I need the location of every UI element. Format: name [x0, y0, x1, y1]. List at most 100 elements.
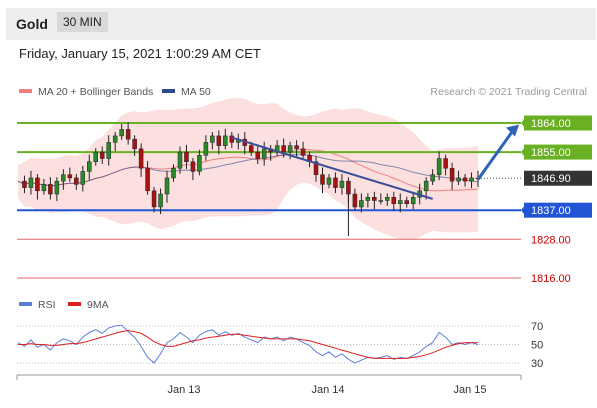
candle-body: [197, 155, 202, 172]
price-panel: 1864.00 1855.00 1846.90 1837.00 1828.00 1816.…: [17, 97, 592, 285]
x-tick-jan15: Jan 15: [453, 384, 486, 396]
chart-datetime: Friday, January 15, 2021 1:00:29 AM CET: [19, 46, 261, 61]
candle-body: [158, 193, 163, 208]
candle-body: [313, 161, 319, 175]
candle-body: [203, 142, 209, 156]
candle-body: [125, 129, 131, 140]
x-tick-jan13: Jan 13: [167, 384, 200, 396]
candle-body: [119, 129, 124, 137]
candle-body: [28, 177, 34, 188]
candle-body: [449, 167, 455, 182]
candle-body: [300, 148, 306, 156]
candle-body: [372, 197, 377, 201]
candle-body: [106, 142, 111, 159]
level-tag-last: [524, 170, 592, 186]
candle-body: [294, 145, 299, 150]
rsi-panel: 70 50 30: [17, 321, 543, 370]
candle-body: [423, 180, 429, 192]
candle-body: [248, 145, 254, 153]
rsi-ma-line: [18, 330, 478, 359]
candle-body: [261, 148, 267, 159]
legend-label-ma20: MA 20 + Bollinger Bands: [38, 86, 153, 98]
legend-swatch-9ma: [68, 302, 81, 306]
ma50-line: [17, 153, 479, 187]
legend-swatch-rsi: [19, 302, 32, 306]
candle-body: [112, 135, 118, 143]
candle-body: [138, 148, 144, 169]
level-tag-1837-00: [524, 202, 592, 218]
candle-body: [61, 174, 66, 182]
candle-body: [164, 177, 170, 195]
candle-body: [67, 174, 73, 179]
candle-body: [93, 151, 98, 162]
candle-body: [359, 200, 364, 208]
candle-body: [391, 197, 397, 204]
candle-body: [210, 135, 215, 143]
candle-body: [281, 145, 286, 153]
level-label-last: 1846.90: [531, 173, 571, 185]
candle-body: [320, 174, 325, 185]
level-label-1837-00: 1837.00: [531, 205, 571, 217]
candle-body: [469, 177, 474, 182]
timeframe-badge[interactable]: 30 MIN: [57, 12, 108, 32]
level-label-1816-00: 1816.00: [531, 273, 571, 285]
legend-label-ma50: MA 50: [181, 86, 211, 98]
candle-body: [462, 177, 468, 182]
rsi-tick-70: 70: [531, 321, 543, 333]
level-label-1864-00: 1864.00: [531, 118, 571, 130]
candle-body: [385, 197, 390, 201]
candle-body: [456, 177, 461, 182]
candle-body: [87, 161, 92, 172]
candle-body: [171, 167, 176, 179]
header-bar: Gold 30 MIN: [6, 8, 596, 40]
rsi-tick-50: 50: [531, 340, 543, 352]
legend-swatch-ma50: [162, 89, 175, 93]
level-tag-pointer-1855-00: [521, 147, 525, 158]
candle-body: [48, 184, 53, 195]
chart-credit: Research © 2021 Trading Central: [430, 86, 587, 98]
candle-body: [145, 167, 150, 192]
level-tag-pointer-1837-00: [521, 205, 525, 216]
candle-body: [132, 138, 137, 150]
rsi-line: [17, 324, 479, 364]
level-tag-pointer-1864-00: [521, 118, 525, 128]
candle-body: [177, 151, 183, 169]
candle-body: [365, 197, 371, 201]
candle-body: [74, 177, 79, 185]
rsi-tick-30: 30: [531, 358, 543, 370]
candle-body: [54, 180, 60, 195]
candle-body: [35, 177, 40, 192]
candle-body: [41, 184, 47, 192]
forecast-arrow-line: [476, 129, 515, 181]
candle-body: [287, 145, 293, 153]
candle-body: [430, 174, 435, 182]
level-tag-1864-00: [524, 115, 592, 131]
candle-body: [255, 151, 260, 159]
candle-body: [326, 177, 332, 185]
instrument-title: Gold: [16, 16, 48, 32]
legend-swatch-ma20: [19, 89, 32, 93]
candle-body: [398, 200, 403, 204]
candle-body: [346, 180, 351, 195]
candle-body: [184, 151, 189, 162]
candle-body: [443, 158, 448, 169]
forecast-arrow-head: [506, 124, 519, 137]
x-tick-jan14: Jan 14: [311, 384, 344, 396]
candle-body: [404, 200, 409, 204]
candle-body: [151, 190, 157, 208]
candle-body: [80, 171, 86, 185]
level-label-1828-00: 1828.00: [531, 234, 571, 246]
candle-body: [436, 158, 442, 175]
candle-body: [223, 135, 228, 146]
candle-body: [333, 177, 338, 188]
level-label-1855-00: 1855.00: [531, 147, 571, 159]
candle-body: [99, 151, 105, 159]
candle-body: [216, 135, 222, 146]
downtrend-line: [231, 136, 433, 200]
candle-body: [229, 135, 235, 143]
candle-body: [22, 180, 27, 188]
legend-label-9ma: 9MA: [87, 299, 109, 311]
candle-body: [339, 180, 345, 188]
